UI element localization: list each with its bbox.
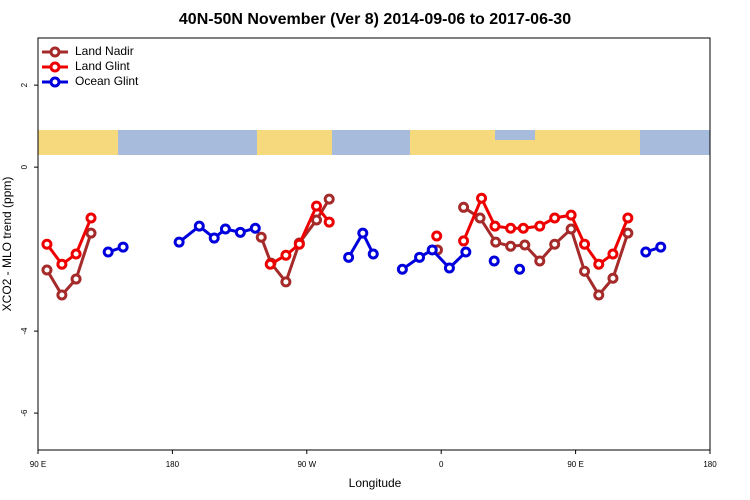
data-point [549,238,561,250]
data-point [255,231,267,243]
data-point [323,216,335,228]
x-tick-label: 90 W [297,460,316,469]
y-tick-label: -4 [20,327,29,335]
x-tick-label: 0 [439,460,444,469]
data-point [311,214,323,226]
data-point [193,220,205,232]
data-point [234,226,246,238]
series-line [45,198,630,298]
data-point [367,248,379,260]
data-point [519,239,531,251]
data-point [173,236,185,248]
data-point [607,248,619,260]
y-tick-label: 0 [20,164,29,169]
data-point [414,251,426,263]
data-point [593,258,605,270]
data-point [458,235,470,247]
data-point [396,263,408,275]
data-point [41,238,53,250]
data-point [458,201,470,213]
y-tick-label: 2 [20,82,29,87]
data-point [41,264,53,276]
x-tick-label: 90 E [567,460,583,469]
chart-title: 40N-50N November (Ver 8) 2014-09-06 to 2… [179,11,571,28]
data-point [208,232,220,244]
data-point [549,212,561,224]
legend-marker [49,61,61,73]
data-point [102,246,114,258]
data-point [476,192,488,204]
data-point [117,241,129,253]
data-point [56,258,68,270]
data-point [70,248,82,260]
plot-frame [37,37,711,451]
data-point [534,220,546,232]
data-point [249,222,261,234]
data-point [565,209,577,221]
x-tick-label: 90 E [30,460,46,469]
data-point [443,262,455,274]
legend-marker [49,46,61,58]
map-strip [38,130,710,155]
legend-label: Land Glint [75,59,130,73]
data-point [640,246,652,258]
data-point [70,273,82,285]
data-point [343,251,355,263]
data-point [264,258,276,270]
data-point [489,220,501,232]
data-point [505,240,517,252]
data-point [431,230,443,242]
data-point [655,241,667,253]
data-point [85,212,97,224]
y-tick-label: -6 [20,409,29,417]
data-point [622,212,634,224]
data-point [505,222,517,234]
data-point [514,263,526,275]
map-land [257,130,332,155]
x-axis-label: Longitude [349,476,402,490]
data-point [565,223,577,235]
map-land [38,130,118,155]
legend-marker [49,76,61,88]
data-point [85,227,97,239]
data-point [323,193,335,205]
data-point [219,223,231,235]
legend-label: Ocean Glint [75,74,139,88]
data-point [311,200,323,212]
data-point [357,227,369,239]
legend-label: Land Nadir [75,44,134,58]
y-axis-label: XCO2 - MLO trend (ppm) [0,177,14,312]
x-tick-label: 180 [166,460,180,469]
data-point [488,255,500,267]
data-point [579,238,591,250]
data-point [293,238,305,250]
data-point [426,244,438,256]
data-point [517,222,529,234]
x-tick-label: 180 [703,460,717,469]
data-point [579,265,591,277]
data-point [474,212,486,224]
data-point [607,272,619,284]
data-point [460,246,472,258]
map-water [495,130,535,140]
data-point [280,276,292,288]
data-point [280,249,292,261]
data-point [534,255,546,267]
data-point [593,289,605,301]
data-point [622,227,634,239]
data-point [490,236,502,248]
data-point [56,289,68,301]
